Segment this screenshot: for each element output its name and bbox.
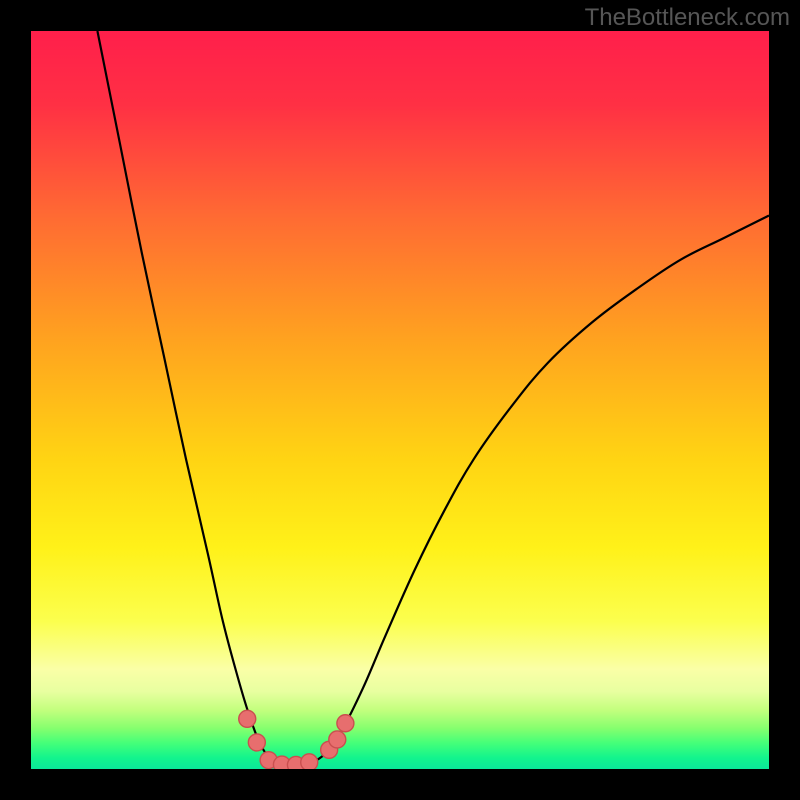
curve-marker (239, 710, 256, 727)
curve-marker (329, 731, 346, 748)
curve-marker (248, 734, 265, 751)
plot-background (31, 31, 769, 769)
bottleneck-chart (0, 0, 800, 800)
curve-marker (301, 754, 318, 771)
curve-marker (337, 715, 354, 732)
chart-frame: TheBottleneck.com (0, 0, 800, 800)
